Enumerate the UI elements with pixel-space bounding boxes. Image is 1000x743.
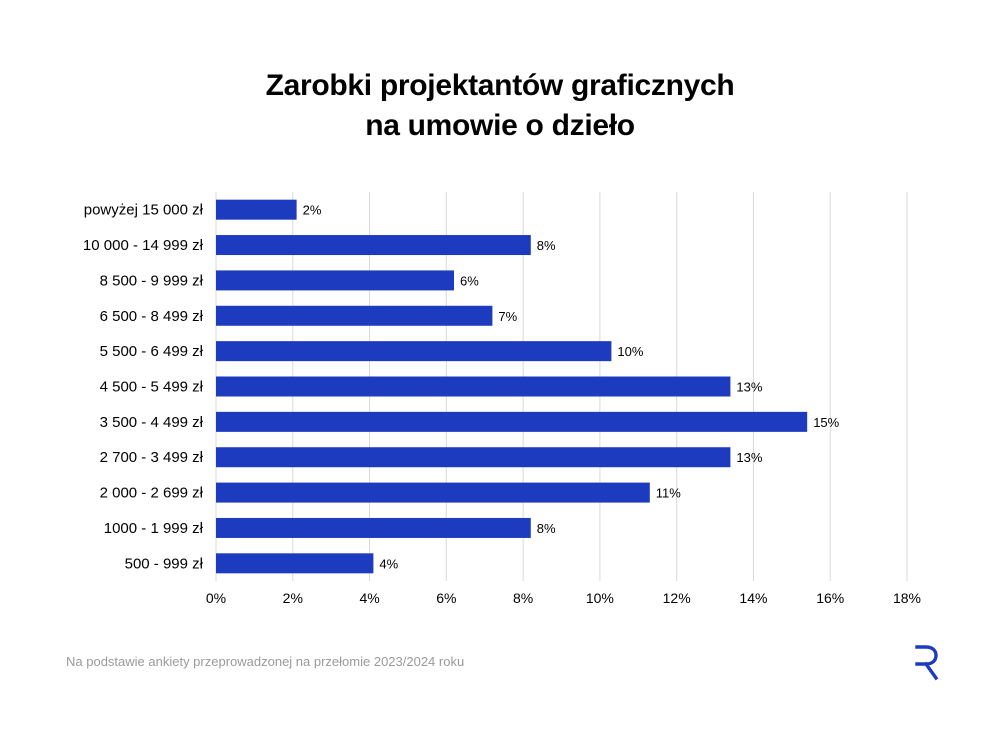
x-tick-label: 6%	[436, 590, 456, 606]
chart-title-line1: Zarobki projektantów graficznych	[265, 69, 735, 102]
x-tick-label: 0%	[206, 590, 226, 606]
category-label: powyżej 15 000 zł	[84, 202, 204, 219]
x-tick-label: 10%	[586, 590, 614, 606]
x-tick-label: 16%	[816, 590, 844, 606]
category-label: 6 500 - 8 499 zł	[100, 308, 204, 325]
data-label: 15%	[813, 415, 839, 430]
x-tick-label: 18%	[893, 590, 921, 606]
chart-title-line2: na umowie o dzieło	[365, 109, 635, 142]
bar	[216, 553, 374, 574]
bar	[216, 305, 493, 326]
category-label: 8 500 - 9 999 zł	[100, 272, 204, 289]
data-label: 6%	[460, 273, 479, 288]
x-tick-label: 14%	[739, 590, 767, 606]
category-label: 10 000 - 14 999 zł	[83, 237, 204, 254]
bar	[216, 341, 612, 362]
category-label: 1000 - 1 999 zł	[104, 520, 204, 537]
data-label: 10%	[617, 344, 643, 359]
bar	[216, 235, 531, 256]
data-label: 13%	[736, 450, 762, 465]
data-label: 7%	[498, 309, 517, 324]
bar	[216, 482, 650, 503]
data-label: 4%	[379, 556, 398, 571]
bar	[216, 411, 808, 432]
category-label: 5 500 - 6 499 zł	[100, 343, 204, 360]
category-label: 2 000 - 2 699 zł	[100, 485, 204, 502]
category-label: 500 - 999 zł	[125, 555, 204, 572]
x-tick-label: 2%	[283, 590, 303, 606]
data-label: 13%	[736, 380, 762, 395]
bar	[216, 199, 297, 220]
bar	[216, 447, 731, 468]
data-label: 2%	[303, 203, 322, 218]
bar	[216, 270, 455, 291]
data-label: 11%	[656, 486, 681, 501]
category-label: 2 700 - 3 499 zł	[100, 449, 204, 466]
category-label: 4 500 - 5 499 zł	[100, 379, 204, 396]
data-label: 8%	[537, 521, 556, 536]
bar	[216, 376, 731, 397]
bar	[216, 517, 531, 538]
x-tick-label: 12%	[663, 590, 691, 606]
category-label: 3 500 - 4 499 zł	[100, 414, 204, 431]
source-footnote: Na podstawie ankiety przeprowadzonej na …	[66, 654, 465, 669]
x-tick-label: 8%	[513, 590, 533, 606]
x-tick-label: 4%	[359, 590, 379, 606]
r-logo-icon	[915, 645, 939, 681]
data-label: 8%	[537, 238, 556, 253]
chart-title: Zarobki projektantów graficznych na umow…	[0, 66, 1000, 146]
